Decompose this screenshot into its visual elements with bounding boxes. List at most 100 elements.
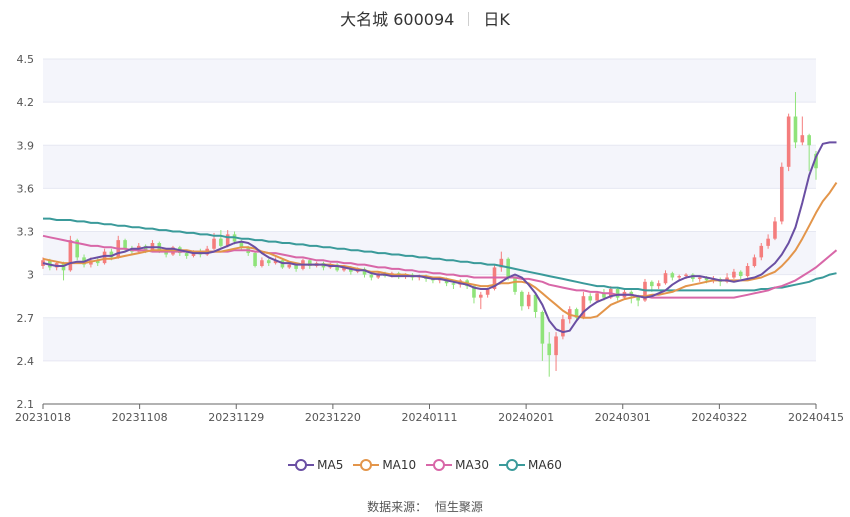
candle-down [123,240,127,249]
candle-up [595,293,599,301]
candle-down [362,268,367,275]
source-provider: 恒生聚源 [434,500,483,514]
source-label: 数据来源： [367,500,428,514]
candle-down [294,264,298,269]
candle-up [697,277,702,279]
data-source: 数据来源： 恒生聚源 [0,498,850,515]
legend-item-ma60[interactable]: MA60 [499,458,562,472]
candle-up [561,319,565,337]
legend-label: MA60 [528,458,562,472]
candle-down [266,260,271,264]
candle-down [307,260,312,266]
x-tick-label: 20240322 [691,411,747,424]
candle-down [109,251,114,258]
candle-down [451,283,456,285]
stock-name: 大名城 600094 [340,10,455,29]
legend-item-ma10[interactable]: MA10 [353,458,416,472]
candle-down [219,238,223,246]
y-tick-label: 3.3 [17,226,35,239]
y-tick-label: 2.4 [17,355,35,368]
grid-band [43,59,816,103]
candle-up [684,274,688,277]
candle-up [581,296,586,318]
x-tick-label: 20240201 [498,411,554,424]
candle-up [485,289,490,295]
candle-up [732,271,736,278]
x-tick-label: 20231108 [112,411,168,424]
candle-up [526,294,531,307]
candle-up [779,166,784,222]
candle-down [602,293,606,298]
candle-down [75,240,80,258]
legend-marker-icon [288,459,315,471]
candle-down [513,277,517,292]
candle-up [260,260,264,266]
y-tick-label: 2.7 [17,312,35,325]
legend-label: MA30 [455,458,490,472]
legend-label: MA10 [382,458,417,472]
legend-marker-icon [499,459,526,471]
candle-down [738,271,743,277]
legend-marker-icon [426,459,453,471]
grid-band [43,145,816,189]
chart-title: 大名城 600094 日K [0,6,850,30]
candle-down [335,264,339,271]
title-separator [468,12,470,26]
y-tick-label: 4.2 [17,96,35,109]
candle-down [793,116,798,143]
candle-down [472,286,476,298]
candle-down [615,289,620,298]
x-tick-label: 20240415 [788,411,844,424]
y-tick-label: 3.6 [17,182,35,195]
x-tick-label: 20231129 [208,411,264,424]
candle-down [588,296,593,301]
candle-down [547,343,552,356]
candle-down [814,153,818,169]
candle-down [704,277,709,281]
candle-up [745,266,750,277]
candle-up [773,221,777,239]
legend-marker-icon [353,459,380,471]
candle-up [766,238,770,246]
candle-down [807,135,811,146]
period-label: 日K [483,10,510,29]
candle-up [786,116,791,167]
candle-down [540,312,545,344]
x-tick-label: 20231018 [15,411,71,424]
candle-down [636,296,640,301]
grid-band [43,317,816,361]
legend-item-ma30[interactable]: MA30 [426,458,489,472]
candle-down [95,260,100,264]
candle-down [184,253,189,256]
candle-down [369,274,374,278]
candle-up [499,258,504,268]
candle-down [520,291,524,307]
ma60-line [43,217,837,292]
candle-up [663,273,668,284]
candle-down [239,241,244,248]
y-tick-label: 4.5 [17,53,35,66]
x-tick-label: 20240301 [595,411,651,424]
candle-down [533,294,538,312]
legend-item-ma5[interactable]: MA5 [288,458,343,472]
candle-down [253,253,257,266]
candle-up [102,251,107,264]
candle-up [212,238,216,249]
legend: MA5 MA10 MA30 MA60 [0,458,850,472]
candle-up [68,240,73,271]
y-tick-label: 3 [27,269,34,282]
ma30-line [42,234,838,299]
x-tick-label: 20231220 [305,411,361,424]
candle-up [800,135,805,143]
candle-up [287,264,292,268]
y-tick-label: 3.9 [17,139,35,152]
candle-up [479,294,483,298]
candle-up [677,276,681,278]
candle-down [670,273,675,278]
candle-up [273,260,278,264]
candle-up [342,267,346,271]
legend-label: MA5 [317,458,344,472]
candle-up [752,257,757,266]
y-tick-label: 2.1 [17,398,35,411]
